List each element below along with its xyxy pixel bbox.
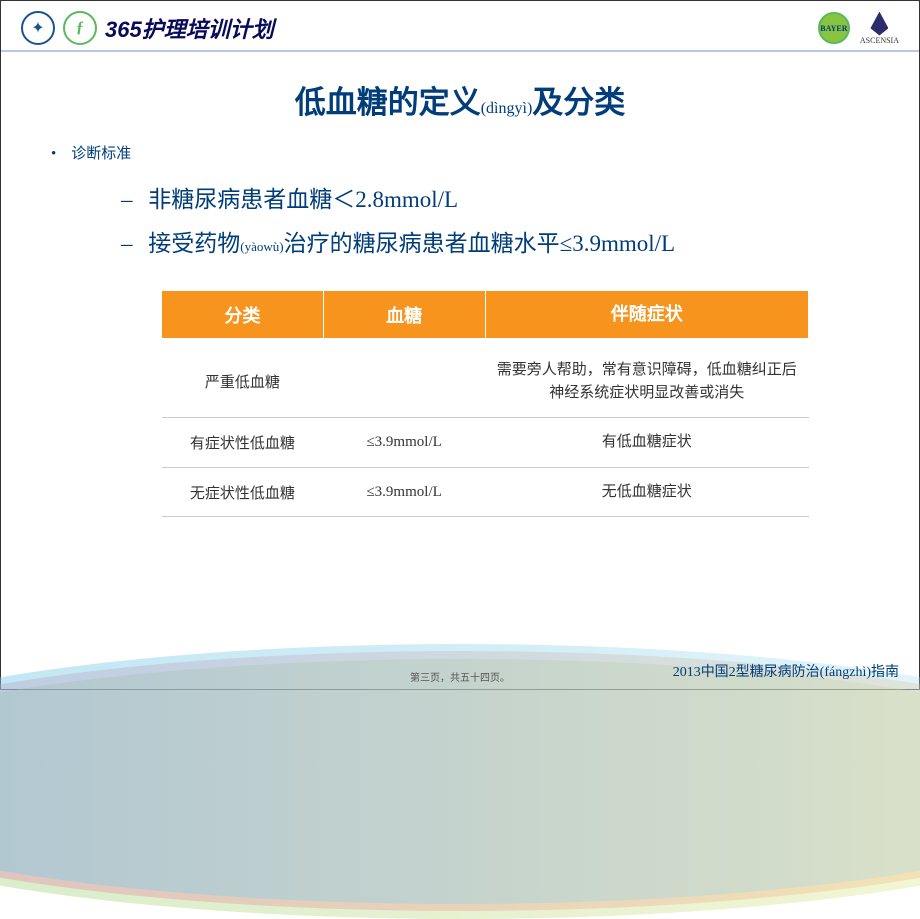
table-cell	[323, 339, 485, 418]
section-label: 诊断标准	[51, 142, 869, 163]
table-cell: 无症状性低血糖	[162, 467, 324, 517]
table-row: 严重低血糖 需要旁人帮助，常有意识障碍，低血糖纠正后神经系统症状明显改善或消失	[162, 339, 809, 418]
bullet-list: 非糖尿病患者血糖＜2.8mmol/L 接受药物(yàowù)治疗的糖尿病患者血糖…	[51, 178, 869, 265]
table-row: 无症状性低血糖 ≤3.9mmol/L 无低血糖症状	[162, 467, 809, 517]
bullet-item: 接受药物(yàowù)治疗的糖尿病患者血糖水平≤3.9mmol/L	[121, 222, 869, 266]
table-cell: 无低血糖症状	[485, 467, 809, 517]
table-cell: 有低血糖症状	[485, 418, 809, 468]
ascensia-logo-icon: ASCENSIA	[860, 12, 899, 45]
slide-container: ✦ ƒ 365护理培训计划 BAYER ASCENSIA 低血糖的定义(dìng…	[0, 0, 920, 690]
title-post: 及分类	[532, 85, 625, 120]
table-cell: 有症状性低血糖	[162, 418, 324, 468]
footer-reference: 2013中国2型糖尿病防治(fángzhì)指南	[673, 661, 899, 681]
ascensia-label: ASCENSIA	[860, 36, 899, 45]
page-number: 第三页，共五十四页。	[410, 669, 510, 684]
nursing-logo-icon: ✦	[21, 11, 55, 45]
table-cell: 需要旁人帮助，常有意识障碍，低血糖纠正后神经系统症状明显改善或消失	[485, 339, 809, 418]
title-pinyin: (dìngyì)	[481, 100, 533, 117]
table-header: 伴随症状	[485, 291, 809, 339]
header-right: BAYER ASCENSIA	[818, 12, 899, 45]
title-pre: 低血糖的定义	[295, 85, 481, 120]
table-header: 分类	[162, 291, 324, 339]
bullet-text: 非糖尿病患者血糖＜2.8mmol/L	[148, 187, 458, 212]
green-logo-icon: ƒ	[63, 11, 97, 45]
program-title: 365护理培训计划	[105, 12, 274, 44]
table-header: 血糖	[323, 291, 485, 339]
table-cell: ≤3.9mmol/L	[323, 418, 485, 468]
bullet-pinyin: (yàowù)	[240, 239, 283, 254]
bullet-item: 非糖尿病患者血糖＜2.8mmol/L	[121, 178, 869, 222]
table-cell: 严重低血糖	[162, 339, 324, 418]
bullet-pre: 接受药物	[148, 231, 240, 256]
bayer-logo-icon: BAYER	[818, 12, 850, 44]
table-header-row: 分类 血糖 伴随症状	[162, 291, 809, 339]
header-left: ✦ ƒ 365护理培训计划	[21, 11, 274, 45]
slide-title: 低血糖的定义(dìngyì)及分类	[1, 77, 919, 122]
classification-table: 分类 血糖 伴随症状 严重低血糖 需要旁人帮助，常有意识障碍，低血糖纠正后神经系…	[161, 290, 809, 517]
table-cell: ≤3.9mmol/L	[323, 467, 485, 517]
slide-header: ✦ ƒ 365护理培训计划 BAYER ASCENSIA	[1, 1, 919, 52]
content-area: 诊断标准 非糖尿病患者血糖＜2.8mmol/L 接受药物(yàowù)治疗的糖尿…	[1, 122, 919, 517]
table-row: 有症状性低血糖 ≤3.9mmol/L 有低血糖症状	[162, 418, 809, 468]
bullet-post: 治疗的糖尿病患者血糖水平≤3.9mmol/L	[284, 231, 675, 256]
